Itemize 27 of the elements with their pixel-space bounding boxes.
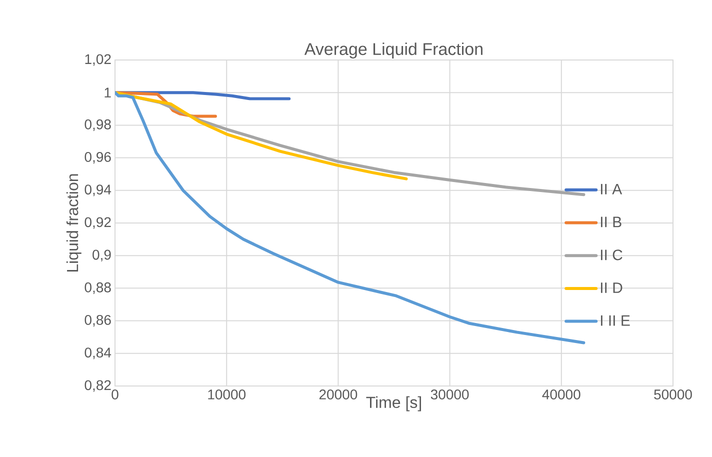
x-tick-label: 10000 [208,390,246,400]
legend-label: II D [600,282,622,293]
line-series [115,91,408,180]
x-tick-label: 20000 [319,390,358,400]
x-tick-label: 40000 [542,390,580,400]
chart-title: Average Liquid Fraction [304,42,482,58]
y-tick-label: 1,02 [85,54,111,66]
x-tick-label: 50000 [654,390,692,400]
x-tick-label: 0 [112,390,118,400]
y-tick-label: 0,94 [84,184,112,196]
x-tick-label: 30000 [430,390,469,400]
line-series [115,91,586,344]
y-axis-title: Liquid fraction [66,174,82,272]
y-tick-label: 0,96 [84,152,111,164]
legend-label: II A [600,184,622,194]
legend-label: II C [600,250,622,260]
y-tick-label: 0,92 [84,217,111,229]
x-axis-title: Time [s] [366,396,421,412]
legend-label: I II E [600,315,630,326]
y-tick-label: 0,88 [84,282,111,294]
y-tick-label: 0,82 [84,380,111,392]
legend-label: II B [600,216,622,228]
y-tick-label: 0,84 [84,348,112,360]
y-tick-label: 0,9 [92,250,111,262]
y-tick-label: 0,98 [84,119,111,131]
y-tick-label: 1 [104,88,111,98]
y-tick-label: 0,86 [84,314,111,327]
